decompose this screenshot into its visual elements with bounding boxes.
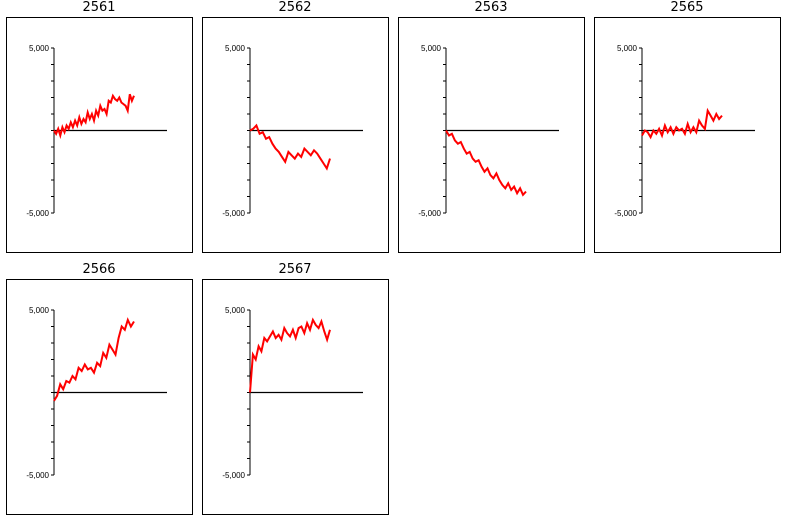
panel-title: 2562 [278,0,312,15]
chart-panel: 5,000 -5,000 [594,17,781,253]
y-tick-label: 5,000 [225,44,246,53]
chart-panel: 5,000 -5,000 [398,17,585,253]
panel-title: 2565 [670,0,704,15]
series-line [445,129,527,197]
chart-panel: 5,000 -5,000 [202,17,389,253]
y-tick-label: -5,000 [222,471,245,480]
chart-panel: 5,000 -5,000 [202,279,389,515]
chart-svg: 5,000 -5,000 [26,44,167,218]
series-line [53,93,135,140]
series-line [53,317,135,402]
chart-panel: 5,000 -5,000 [6,17,193,253]
chart-svg: 5,000 -5,000 [26,306,167,480]
panel-title: 2561 [82,0,116,15]
y-tick-label: 5,000 [29,44,50,53]
y-tick-label: 5,000 [617,44,638,53]
y-tick-label: -5,000 [418,209,441,218]
panel-title: 2563 [474,0,508,15]
chart-svg: 5,000 -5,000 [614,44,755,218]
y-tick-label: -5,000 [614,209,637,218]
panel-title: 2567 [278,262,312,277]
chart-svg: 5,000 -5,000 [222,306,363,480]
panel-title: 2566 [82,262,116,277]
y-tick-label: -5,000 [26,471,49,480]
series-line [249,317,331,393]
y-tick-label: 5,000 [29,306,50,315]
y-tick-label: 5,000 [421,44,442,53]
series-line [249,123,331,171]
y-tick-label: -5,000 [222,209,245,218]
y-tick-label: 5,000 [225,306,246,315]
chart-svg: 5,000 -5,000 [222,44,363,218]
series-line [641,107,723,140]
y-tick-label: -5,000 [26,209,49,218]
chart-panel: 5,000 -5,000 [6,279,193,515]
chart-svg: 5,000 -5,000 [418,44,559,218]
